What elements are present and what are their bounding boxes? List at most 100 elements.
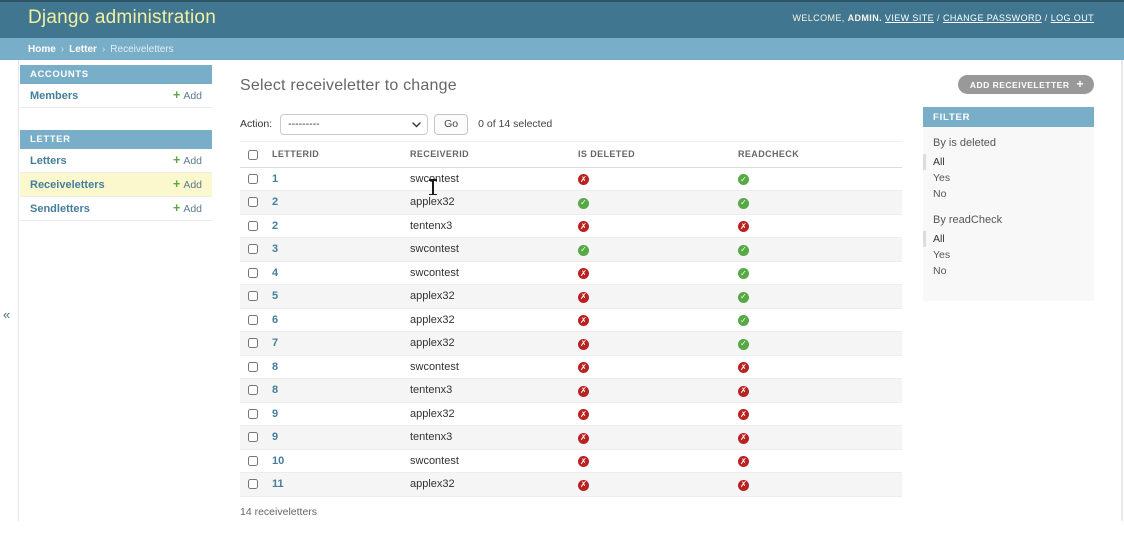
row-letterid-link[interactable]: 7 — [272, 337, 279, 350]
row-letterid-link[interactable]: 6 — [272, 313, 279, 326]
filter-option-yes[interactable]: Yes — [923, 170, 1094, 186]
receiverid-cell: applex32 — [400, 190, 568, 215]
page-title: Select receiveletter to change — [240, 77, 457, 94]
go-button[interactable]: Go — [434, 113, 469, 135]
row-checkbox[interactable] — [248, 244, 258, 255]
no-icon: ✗ — [578, 385, 589, 397]
letterid-cell: 2 — [262, 190, 400, 215]
add-label: Add — [183, 89, 202, 102]
row-checkbox[interactable] — [248, 385, 258, 396]
letters-link[interactable]: Letters — [30, 154, 67, 167]
row-checkbox[interactable] — [248, 408, 258, 419]
row-receiverid: swcontest — [410, 360, 459, 373]
row-letterid-link[interactable]: 2 — [272, 196, 279, 209]
row-letterid-link[interactable]: 9 — [272, 431, 279, 444]
members-link[interactable]: Members — [30, 89, 79, 102]
add-sendletters-link[interactable]: + Add — [173, 202, 202, 215]
filter-link[interactable]: No — [933, 188, 947, 200]
row-receiverid: applex32 — [410, 290, 455, 303]
is-deleted-cell: ✗ — [568, 167, 728, 192]
letterid-cell: 8 — [262, 355, 400, 380]
column-header-letterid[interactable]: LETTERID — [262, 141, 400, 168]
table-row: 2 tentenx3 ✗ ✗ — [240, 214, 902, 239]
yes-icon: ✓ — [738, 244, 749, 256]
column-header-receiverid[interactable]: RECEIVERID — [400, 141, 568, 168]
filter-link[interactable]: All — [933, 156, 945, 168]
add-receiveletter-button[interactable]: ADD RECEIVELETTER + — [957, 75, 1094, 94]
change-password-link[interactable]: CHANGE PASSWORD — [942, 13, 1042, 23]
is-deleted-cell: ✗ — [568, 261, 728, 286]
row-letterid-link[interactable]: 2 — [272, 219, 279, 232]
filter-option-no[interactable]: No — [923, 263, 1094, 279]
view-site-link[interactable]: VIEW SITE — [884, 13, 935, 23]
scrollbar[interactable] — [1121, 60, 1123, 521]
filter-heading-is-deleted: By is deleted — [933, 137, 996, 149]
log-out-link[interactable]: LOG OUT — [1050, 13, 1094, 23]
filter-option-all[interactable]: All — [923, 231, 1094, 247]
row-receiverid: tentenx3 — [410, 219, 453, 232]
row-letterid-link[interactable]: 1 — [272, 172, 279, 185]
row-checkbox[interactable] — [248, 455, 258, 466]
sidebar-item-sendletters[interactable]: Sendletters + Add — [20, 197, 212, 221]
filter-option-yes[interactable]: Yes — [923, 247, 1094, 263]
readcheck-cell: ✗ — [728, 425, 902, 450]
row-checkbox[interactable] — [248, 432, 258, 443]
row-checkbox[interactable] — [248, 314, 258, 325]
select-all-checkbox[interactable] — [248, 149, 258, 160]
filter-link[interactable]: All — [933, 233, 945, 245]
no-icon: ✗ — [578, 456, 589, 468]
row-letterid-link[interactable]: 5 — [272, 290, 279, 303]
filter-option-all[interactable]: All — [923, 154, 1094, 170]
sidebar-item-members[interactable]: Members + Add — [20, 84, 212, 108]
column-header-readcheck[interactable]: READCHECK — [728, 141, 902, 168]
filter-link[interactable]: No — [933, 265, 947, 277]
row-letterid-link[interactable]: 8 — [272, 384, 279, 397]
row-letterid-link[interactable]: 4 — [272, 266, 279, 279]
row-checkbox[interactable] — [248, 173, 258, 184]
row-letterid-link[interactable]: 11 — [272, 478, 284, 491]
readcheck-cell: ✓ — [728, 167, 902, 192]
welcome-text: WELCOME, — [792, 13, 845, 23]
column-header-is-deleted[interactable]: IS DELETED — [568, 141, 728, 168]
table-row: 9 applex32 ✗ ✗ — [240, 402, 902, 427]
filter-link[interactable]: Yes — [933, 249, 951, 261]
add-receiveletters-link[interactable]: + Add — [173, 178, 202, 191]
letterid-cell: 11 — [262, 472, 400, 497]
filter-link[interactable]: Yes — [933, 172, 951, 184]
row-checkbox[interactable] — [248, 197, 258, 208]
action-select[interactable]: --------- — [280, 113, 429, 135]
sidebar-item-letters[interactable]: Letters + Add — [20, 149, 212, 173]
row-letterid-link[interactable]: 3 — [272, 243, 279, 256]
row-checkbox[interactable] — [248, 479, 258, 490]
site-title-link[interactable]: Django administration — [28, 7, 216, 28]
module-caption: ACCOUNTS — [20, 65, 212, 84]
plus-icon: + — [173, 201, 181, 216]
row-letterid-link[interactable]: 8 — [272, 360, 279, 373]
row-letterid-link[interactable]: 9 — [272, 407, 279, 420]
row-checkbox[interactable] — [248, 291, 258, 302]
row-select-cell — [240, 331, 262, 356]
table-row: 9 tentenx3 ✗ ✗ — [240, 425, 902, 450]
breadcrumb-letter-link[interactable]: Letter — [69, 43, 97, 55]
add-letters-link[interactable]: + Add — [173, 154, 202, 167]
row-checkbox[interactable] — [248, 361, 258, 372]
collapse-sidebar-icon[interactable]: « — [3, 307, 11, 322]
sidebar-item-receiveletters[interactable]: Receiveletters + Add — [20, 173, 212, 197]
add-members-link[interactable]: + Add — [173, 89, 202, 102]
sendletters-link[interactable]: Sendletters — [30, 202, 90, 215]
breadcrumb-home-link[interactable]: Home — [28, 43, 56, 55]
sidebar-collapse-strip[interactable]: « — [0, 60, 19, 521]
row-letterid-link[interactable]: 10 — [272, 454, 285, 467]
row-checkbox[interactable] — [248, 267, 258, 278]
receiverid-cell: swcontest — [400, 237, 568, 262]
is-deleted-cell: ✗ — [568, 472, 728, 497]
filter-option-no[interactable]: No — [923, 186, 1094, 202]
breadcrumb-separator: › — [60, 43, 65, 55]
receiveletters-link[interactable]: Receiveletters — [30, 178, 105, 191]
readcheck-cell: ✓ — [728, 308, 902, 333]
row-checkbox[interactable] — [248, 338, 258, 349]
header-top-strip — [0, 0, 1124, 2]
row-checkbox[interactable] — [248, 220, 258, 231]
row-select-cell — [240, 425, 262, 450]
breadcrumb-separator: › — [101, 43, 106, 55]
